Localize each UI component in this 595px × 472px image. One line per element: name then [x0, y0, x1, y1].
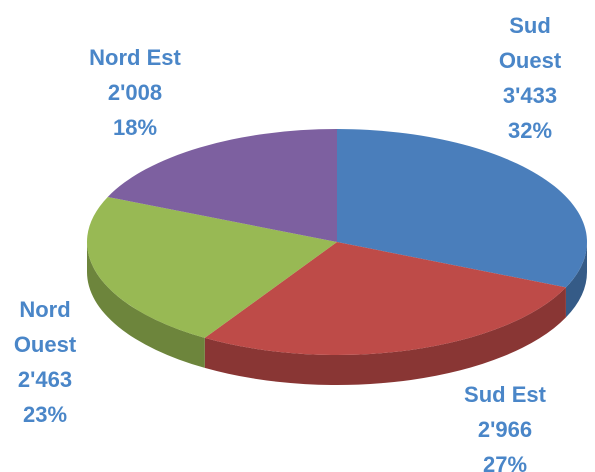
- slice-label: Sud Ouest 3'433 32%: [485, 8, 575, 148]
- category-name: Sud Ouest: [498, 13, 562, 73]
- value-label: 2'463: [17, 367, 73, 392]
- percentage-label: 18%: [112, 115, 158, 140]
- slice: [86, 196, 338, 338]
- slice-label: Sud Est 2'966 27%: [435, 377, 575, 472]
- slice: [107, 129, 337, 242]
- slice-side: [87, 242, 205, 368]
- slice-label: Nord Est 2'008 18%: [65, 40, 205, 145]
- percentage-label: 27%: [482, 452, 528, 472]
- value-label: 2'008: [107, 80, 163, 105]
- value-label: 2'966: [477, 417, 533, 442]
- category-name: Sud Est: [464, 382, 546, 407]
- slice-side: [565, 242, 587, 318]
- value-label: 3'433: [502, 83, 558, 108]
- category-name: Nord Est: [89, 45, 181, 70]
- slice-label: Nord Ouest 2'463 23%: [0, 292, 90, 432]
- slice-side: [204, 287, 566, 385]
- category-name: Nord Ouest: [13, 297, 77, 357]
- slice: [204, 242, 566, 355]
- percentage-label: 23%: [22, 402, 68, 427]
- slice: [337, 129, 587, 288]
- percentage-label: 32%: [507, 118, 553, 143]
